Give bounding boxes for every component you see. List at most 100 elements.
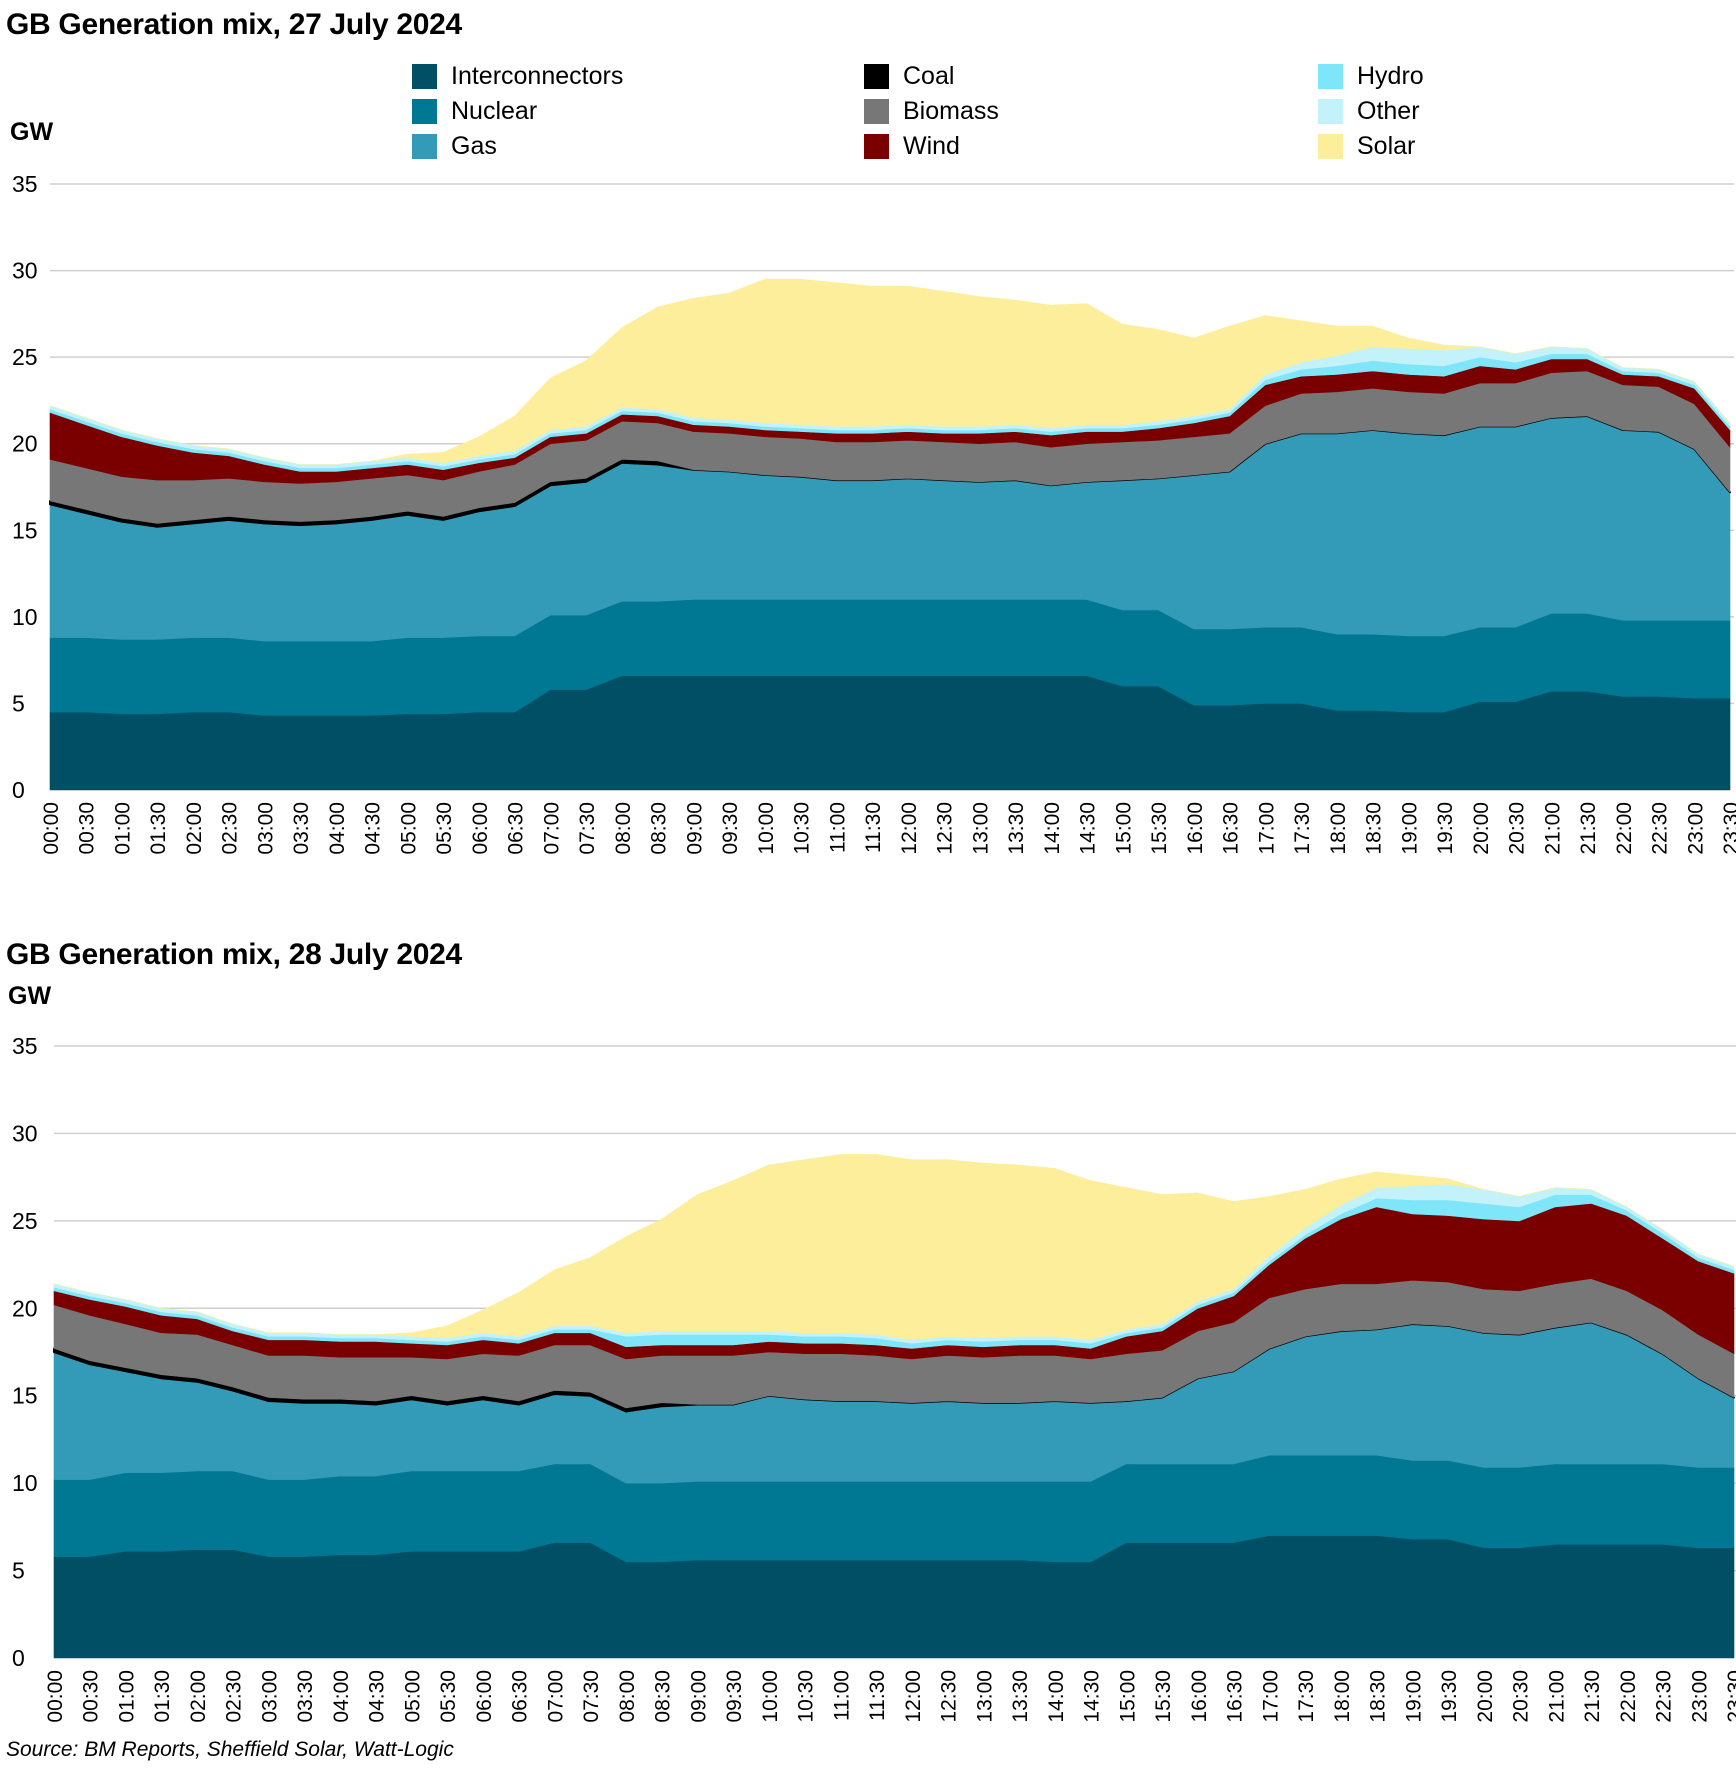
y-tick-label: 30	[12, 258, 38, 284]
x-tick-label: 10:00	[755, 802, 778, 855]
legend-label: Wind	[903, 132, 960, 160]
y-tick-label: 5	[12, 690, 25, 716]
x-tick-label: 17:00	[1259, 1670, 1282, 1723]
y-tick-label: 5	[12, 1558, 25, 1584]
x-tick-label: 04:30	[362, 802, 385, 855]
x-tick-label: 15:00	[1116, 1670, 1139, 1723]
legend-item-hydro: Hydro	[1318, 62, 1424, 91]
x-tick-label: 15:00	[1112, 802, 1135, 855]
legend-swatch	[1318, 134, 1343, 159]
x-tick-label: 22:00	[1617, 1670, 1640, 1723]
legend-swatch	[412, 99, 437, 124]
x-tick-label: 22:30	[1653, 1670, 1676, 1723]
x-tick-label: 02:30	[219, 802, 242, 855]
legend-label: Biomass	[903, 97, 999, 125]
x-tick-label: 08:00	[612, 802, 635, 855]
x-tick-label: 08:30	[648, 802, 671, 855]
x-tick-label: 07:30	[580, 1670, 603, 1723]
x-tick-label: 22:00	[1613, 802, 1636, 855]
x-tick-label: 03:30	[290, 802, 313, 855]
y-tick-label: 35	[12, 171, 38, 197]
x-tick-label: 01:30	[151, 1670, 174, 1723]
y-tick-label: 10	[12, 604, 38, 630]
x-tick-label: 16:30	[1220, 802, 1243, 855]
chart-2-y-unit: GW	[8, 982, 52, 1010]
x-tick-label: 21:30	[1581, 1670, 1604, 1723]
y-tick-label: 0	[12, 1645, 25, 1671]
x-tick-label: 09:30	[719, 802, 742, 855]
x-tick-label: 20:00	[1474, 1670, 1497, 1723]
x-tick-label: 09:00	[683, 802, 706, 855]
chart-1-y-unit: GW	[10, 118, 54, 146]
x-tick-label: 18:00	[1327, 802, 1350, 855]
chart-1-title: GB Generation mix, 27 July 2024	[6, 8, 462, 41]
x-tick-label: 15:30	[1152, 1670, 1175, 1723]
x-tick-label: 04:30	[366, 1670, 389, 1723]
y-tick-label: 10	[12, 1470, 38, 1496]
y-tick-label: 30	[12, 1120, 38, 1146]
legend-label: Solar	[1357, 132, 1416, 160]
y-tick-label: 15	[12, 517, 38, 543]
x-tick-label: 06:30	[505, 802, 528, 855]
y-tick-label: 25	[12, 1208, 38, 1234]
x-tick-label: 02:30	[223, 1670, 246, 1723]
x-tick-label: 17:30	[1291, 802, 1314, 855]
x-tick-label: 20:30	[1510, 1670, 1533, 1723]
area-solar-chart-2	[53, 1154, 1735, 1341]
x-tick-label: 08:30	[652, 1670, 675, 1723]
x-tick-label: 00:30	[76, 802, 99, 855]
x-tick-label: 07:30	[576, 802, 599, 855]
legend-swatch	[1318, 99, 1343, 124]
x-tick-label: 00:00	[44, 1670, 67, 1723]
x-tick-label: 09:30	[723, 1670, 746, 1723]
legend-label: Gas	[451, 132, 497, 160]
x-tick-label: 01:00	[112, 802, 135, 855]
x-tick-label: 12:00	[902, 1670, 925, 1723]
x-tick-label: 06:00	[473, 1670, 496, 1723]
x-tick-label: 23:00	[1688, 1670, 1711, 1723]
x-tick-label: 16:30	[1224, 1670, 1247, 1723]
x-tick-label: 10:00	[759, 1670, 782, 1723]
x-tick-label: 19:30	[1438, 1670, 1461, 1723]
chart-2-plot: 0 5 10 15 20 25 30 35 00:00 00:30 01:00 01:30 02:00 0…	[12, 1033, 1736, 1723]
chart-2-title: GB Generation mix, 28 July 2024	[6, 938, 462, 971]
x-tick-label: 23:00	[1684, 802, 1707, 855]
x-tick-label: 12:30	[934, 802, 957, 855]
x-tick-label: 11:30	[866, 1670, 889, 1721]
x-tick-label: 03:00	[255, 802, 278, 855]
x-tick-label: 10:30	[795, 1670, 818, 1723]
x-tick-label: 14:30	[1077, 802, 1100, 855]
chart-1-plot: 0 5 10 15 20 25 30 35 00:00 00:30 01:00 01:30 02:00 0…	[12, 171, 1736, 855]
x-tick-label: 16:00	[1188, 1670, 1211, 1723]
legend-item-wind: Wind	[864, 132, 960, 161]
x-tick-label: 19:00	[1398, 802, 1421, 855]
legend: Interconnectors Nuclear Gas Coal Biomass…	[0, 62, 1736, 172]
legend-swatch	[864, 99, 889, 124]
x-tick-label: 03:30	[294, 1670, 317, 1723]
x-tick-label: 13:00	[973, 1670, 996, 1723]
x-tick-label: 06:30	[509, 1670, 532, 1723]
x-tick-label: 23:30	[1724, 1670, 1736, 1723]
x-tick-label: 06:00	[469, 802, 492, 855]
x-tick-label: 14:00	[1041, 802, 1064, 855]
x-tick-label: 01:00	[116, 1670, 139, 1723]
x-tick-label: 07:00	[544, 1670, 567, 1723]
x-tick-label: 16:00	[1184, 802, 1207, 855]
x-tick-label: 11:00	[826, 802, 849, 853]
legend-swatch	[864, 64, 889, 89]
x-tick-label: 05:30	[437, 1670, 460, 1723]
x-tick-label: 00:30	[80, 1670, 103, 1723]
area-solar-chart-1	[49, 278, 1731, 465]
x-tick-label: 21:00	[1541, 802, 1564, 855]
x-tick-label: 03:00	[259, 1670, 282, 1723]
y-tick-label: 20	[12, 1295, 38, 1321]
legend-item-nuclear: Nuclear	[412, 97, 537, 126]
x-tick-label: 13:30	[1009, 1670, 1032, 1723]
x-tick-label: 18:30	[1363, 802, 1386, 855]
x-tick-label: 18:30	[1367, 1670, 1390, 1723]
y-tick-label: 35	[12, 1033, 38, 1059]
x-tick-label: 12:30	[938, 1670, 961, 1723]
source-note: Source: BM Reports, Sheffield Solar, Wat…	[6, 1738, 454, 1761]
x-tick-label: 14:30	[1081, 1670, 1104, 1723]
x-tick-label: 07:00	[540, 802, 563, 855]
